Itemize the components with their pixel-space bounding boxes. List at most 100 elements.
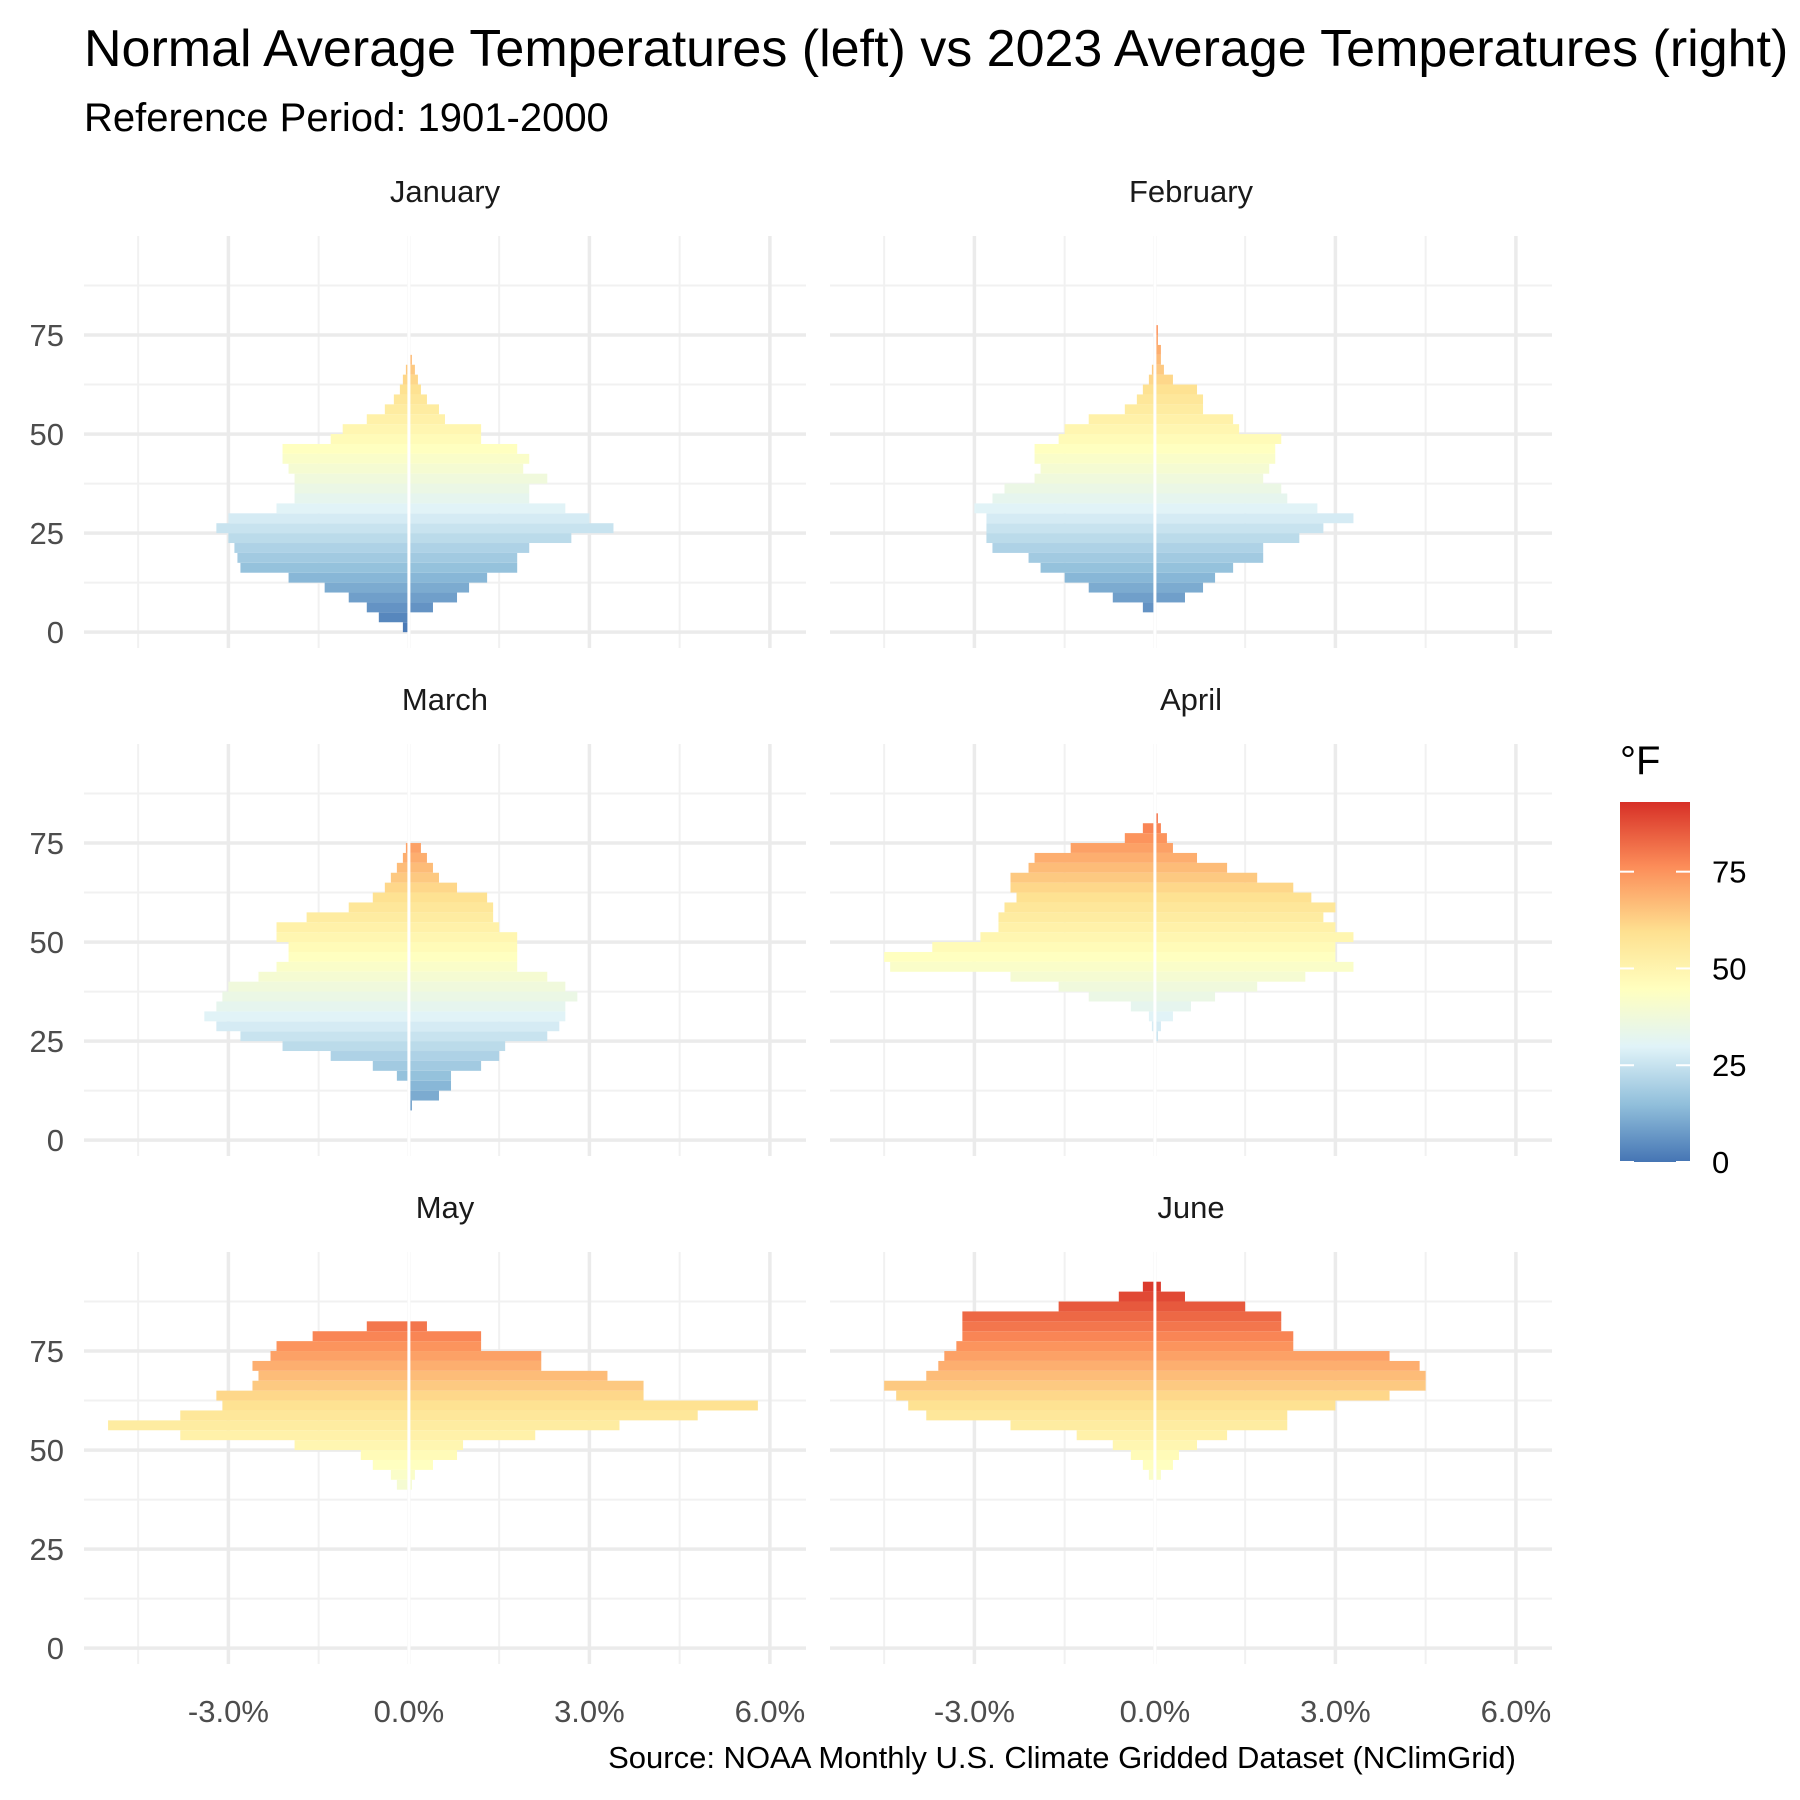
bar-2023	[1154, 453, 1276, 464]
bar-normal	[324, 582, 409, 593]
panel-title: June	[1157, 1190, 1224, 1225]
bar-2023	[1154, 1400, 1336, 1411]
legend-title: °F	[1620, 739, 1660, 783]
bar-normal	[384, 882, 409, 893]
bar-2023	[408, 1060, 482, 1071]
bar-2023	[1154, 932, 1354, 943]
bar-normal	[986, 533, 1155, 544]
bar-2023	[408, 493, 530, 504]
bar-normal	[926, 1410, 1155, 1421]
bar-normal	[1130, 1001, 1155, 1012]
bar-normal	[1010, 1420, 1155, 1431]
bar-2023	[408, 942, 518, 952]
bar-normal	[306, 912, 409, 923]
bar-2023	[1154, 1281, 1161, 1292]
bar-normal	[1034, 852, 1155, 863]
bar-normal	[1136, 394, 1155, 405]
bar-normal	[240, 1031, 409, 1042]
bar-normal	[366, 414, 409, 425]
bar-normal	[896, 1390, 1155, 1401]
bar-2023	[1154, 1469, 1161, 1480]
bar-2023	[1154, 843, 1173, 853]
bar-normal	[974, 503, 1155, 514]
bar-2023	[408, 582, 470, 593]
bar-2023	[1154, 592, 1185, 603]
y-tick-label: 25	[30, 1532, 64, 1567]
bar-2023	[1154, 1291, 1185, 1302]
bar-normal	[384, 404, 409, 415]
bar-normal	[288, 572, 409, 583]
bar-normal	[366, 1321, 409, 1332]
bar-2023	[408, 1469, 415, 1480]
y-tick-label: 25	[30, 1024, 64, 1059]
bar-2023	[1154, 523, 1324, 534]
bar-normal	[1058, 981, 1155, 992]
bar-normal	[402, 622, 409, 633]
bar-normal	[396, 1070, 409, 1081]
x-tick-label: -3.0%	[188, 1694, 269, 1729]
bar-normal	[1058, 1301, 1155, 1312]
bar-2023	[408, 1410, 698, 1421]
bar-2023	[1154, 1440, 1198, 1451]
bar-normal	[276, 932, 409, 943]
bar-normal	[962, 1331, 1155, 1342]
bar-2023	[408, 1090, 439, 1101]
bar-2023	[1154, 513, 1354, 524]
bar-2023	[408, 523, 614, 534]
bar-normal	[258, 1370, 409, 1381]
x-tick-label: 0.0%	[1120, 1694, 1191, 1729]
bar-normal	[276, 1341, 409, 1352]
bar-2023	[1154, 1021, 1161, 1032]
bar-2023	[1154, 1351, 1390, 1361]
bar-2023	[408, 374, 418, 385]
bar-normal	[396, 1479, 409, 1490]
bar-2023	[408, 1070, 452, 1081]
bar-2023	[1154, 335, 1158, 345]
bar-normal	[180, 1410, 409, 1421]
bar-normal	[216, 1021, 409, 1032]
panel-title: January	[390, 174, 501, 209]
bar-2023	[408, 533, 572, 544]
bar-2023	[408, 414, 445, 425]
bar-2023	[408, 543, 530, 553]
bar-normal	[1004, 902, 1155, 913]
bar-2023	[408, 552, 518, 563]
bar-normal	[330, 1051, 409, 1061]
bar-2023	[408, 434, 482, 444]
bar-normal	[1088, 991, 1155, 1002]
bar-normal	[282, 1041, 409, 1052]
bar-2023	[1154, 971, 1306, 982]
bar-normal	[402, 374, 409, 385]
bar-normal	[962, 1321, 1155, 1332]
bar-2023	[1154, 1001, 1191, 1012]
bar-2023	[408, 463, 524, 474]
bar-normal	[986, 513, 1155, 524]
x-axes: -3.0% 0.0% 3.0% 6.0% -3.0% 0.0% 3.0% 6.0%	[188, 1694, 1551, 1729]
bar-2023	[408, 394, 427, 405]
legend-tick-label: 0	[1712, 1145, 1729, 1180]
bar-2023	[1154, 1031, 1158, 1042]
bar-2023	[408, 1051, 500, 1061]
bar-normal	[1010, 872, 1155, 883]
bar-2023	[408, 862, 433, 873]
bar-2023	[408, 912, 494, 923]
bar-2023	[408, 1420, 620, 1431]
bar-normal	[1142, 1281, 1155, 1292]
bar-normal	[1016, 892, 1155, 903]
bar-normal	[393, 394, 409, 405]
bar-normal	[294, 473, 409, 484]
bar-normal	[1151, 364, 1155, 375]
bar-2023	[408, 1440, 464, 1451]
bar-normal	[342, 424, 409, 435]
bar-2023	[1154, 1450, 1179, 1460]
bar-2023	[1154, 1430, 1228, 1441]
bar-2023	[1154, 1011, 1173, 1022]
y-tick-label: 25	[30, 516, 64, 551]
bar-normal	[294, 1440, 409, 1451]
bar-normal	[1088, 414, 1155, 425]
bar-2023	[1154, 1360, 1420, 1371]
bar-normal	[1112, 1440, 1155, 1451]
bar-2023	[408, 1100, 412, 1111]
legend-tick-label: 75	[1712, 855, 1746, 890]
bar-normal	[252, 1380, 409, 1391]
